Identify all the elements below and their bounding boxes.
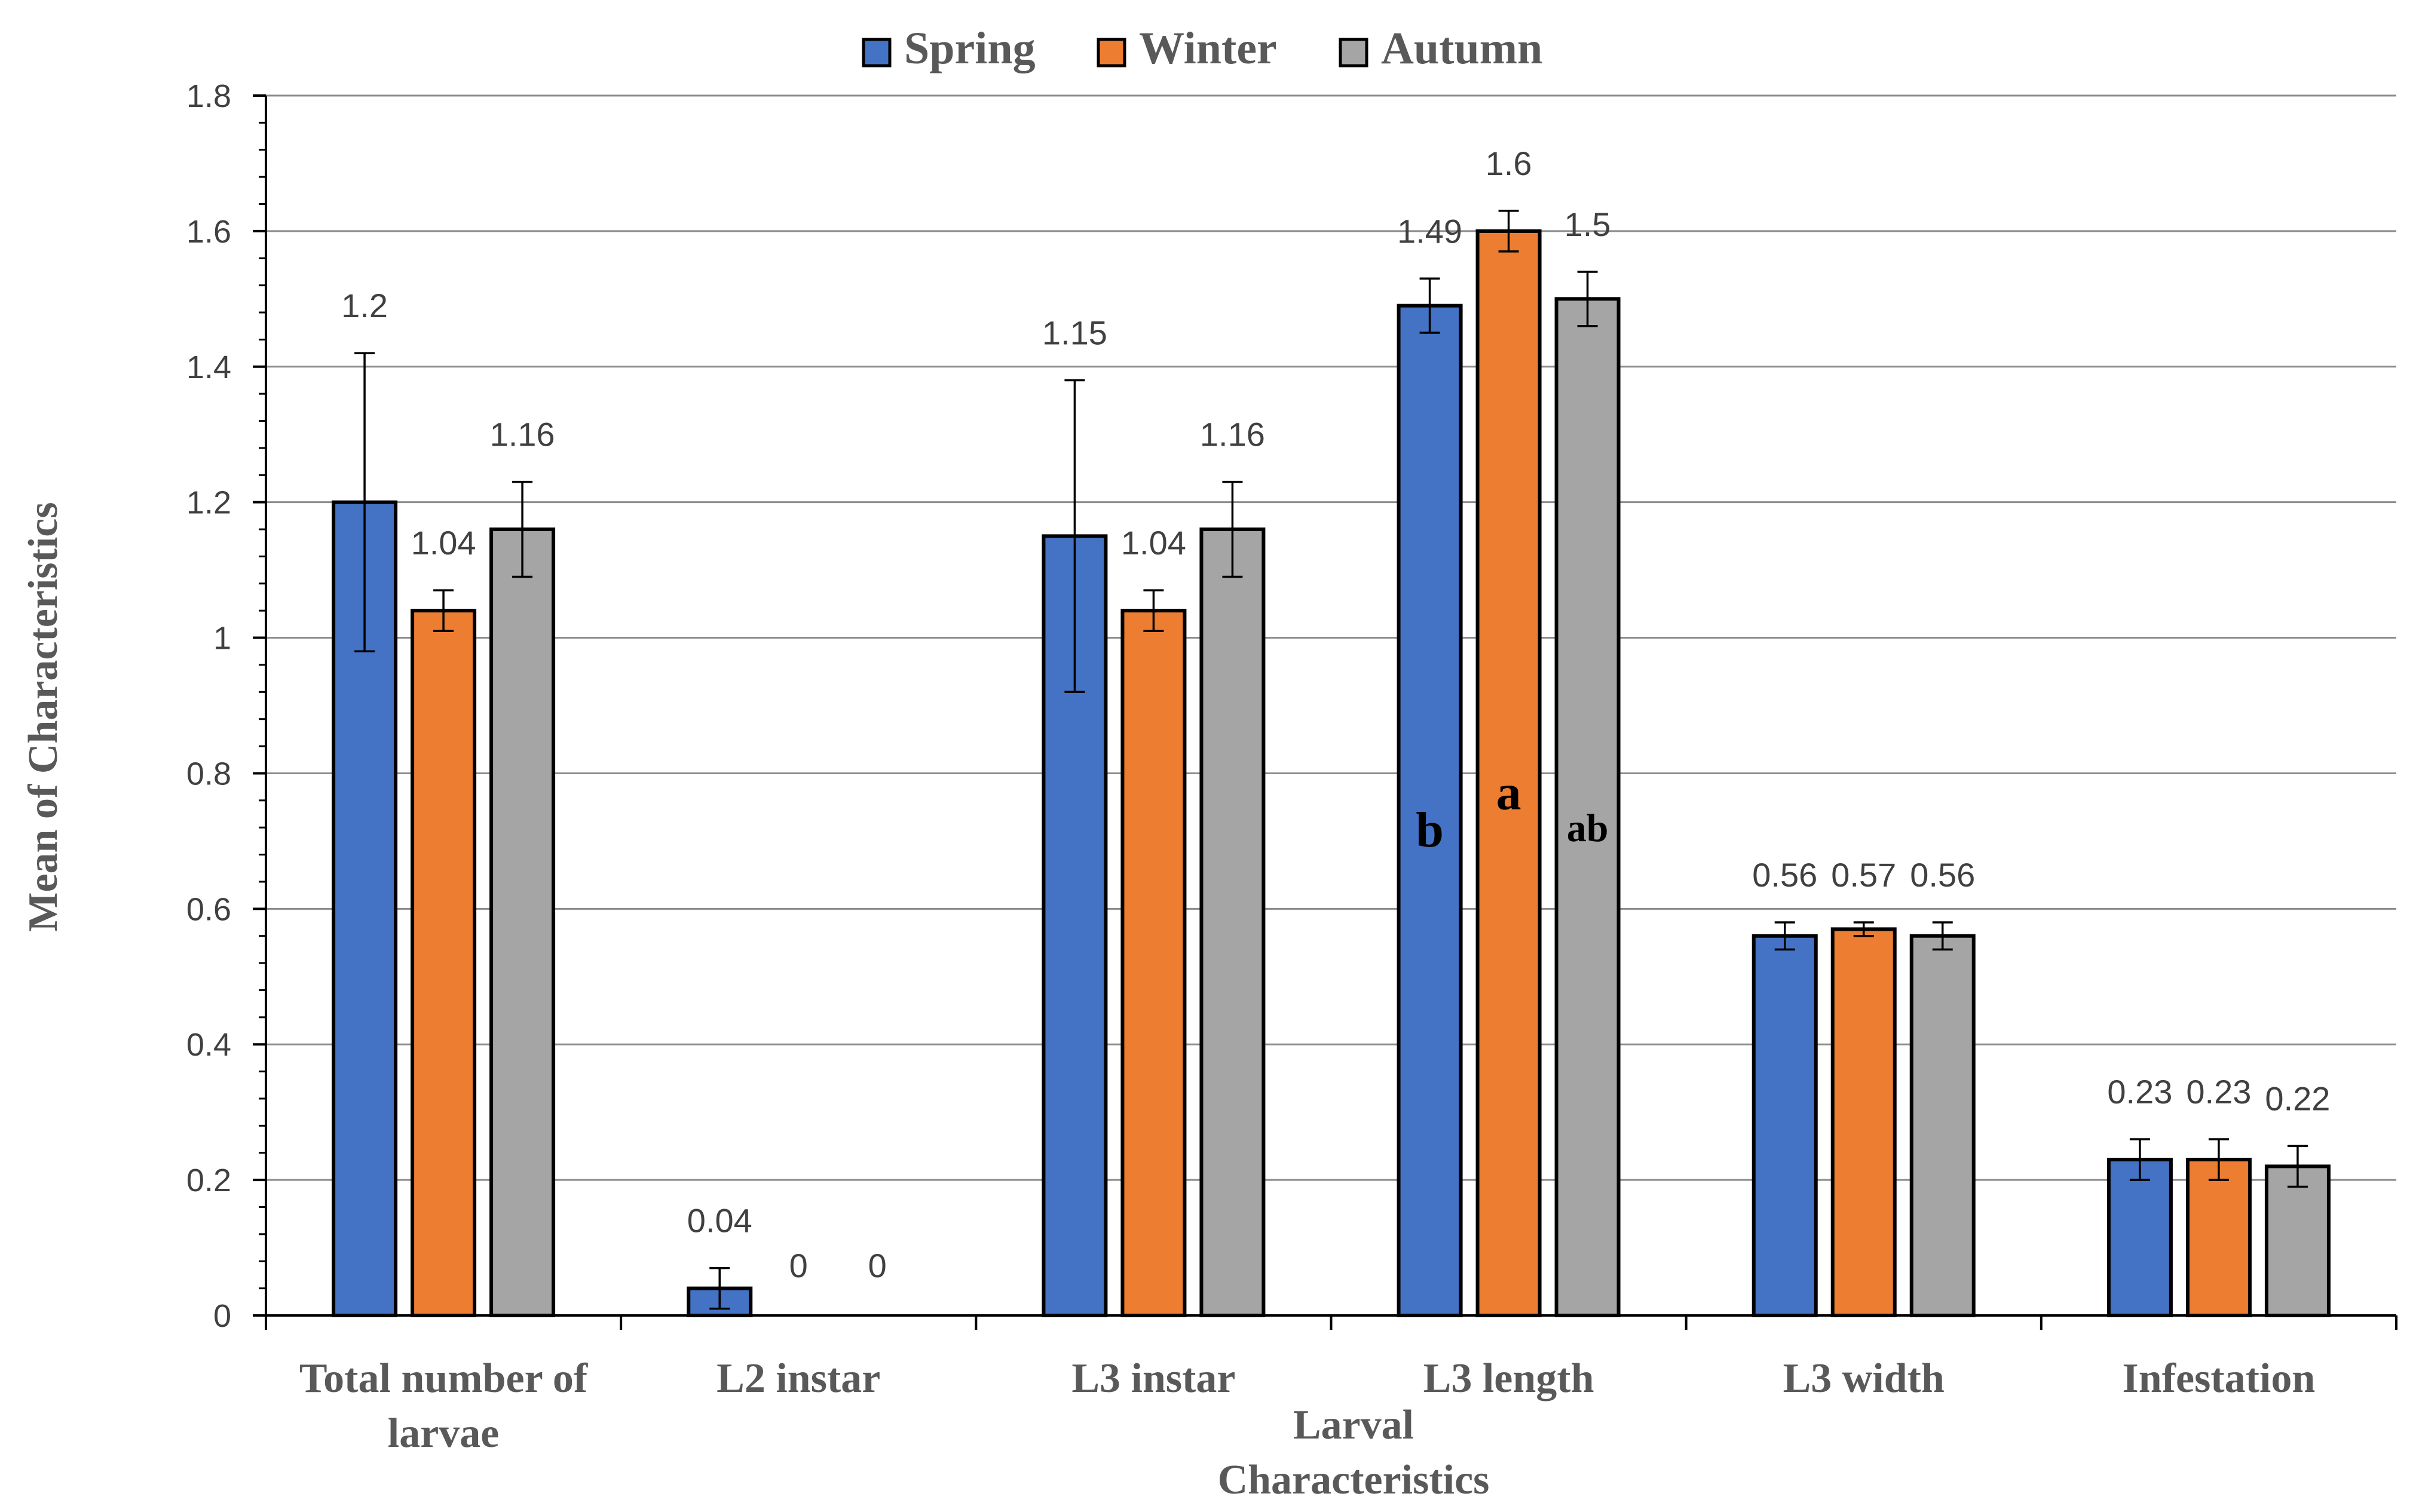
y-tick-label: 1.6: [186, 214, 231, 250]
data-label: 1.16: [490, 416, 555, 453]
legend-swatch-autumn: [1339, 38, 1368, 68]
y-tick-label: 1.8: [186, 78, 231, 114]
y-axis-title: Mean of Characteristics: [20, 502, 66, 931]
y-tick-label: 0: [213, 1298, 231, 1334]
data-label: 0.23: [2186, 1073, 2251, 1111]
data-label: 0.57: [1831, 856, 1896, 894]
data-label: 0.23: [2107, 1073, 2172, 1111]
x-tick-label: L3 instar: [1071, 1355, 1235, 1401]
data-label: 0: [868, 1247, 887, 1284]
y-tick-label: 1: [213, 621, 231, 657]
legend-swatch-spring: [862, 38, 892, 68]
bar-spring: [1752, 934, 1818, 1317]
legend-swatch-winter: [1097, 38, 1126, 68]
x-tick-label: L3 width: [1783, 1355, 1945, 1401]
bars: [332, 210, 2331, 1318]
y-tick-label: 0.8: [186, 756, 231, 792]
data-label: 1.04: [411, 524, 476, 562]
data-label: 1.04: [1121, 524, 1186, 562]
data-label: 0.56: [1752, 856, 1817, 894]
significance-letter: b: [1416, 802, 1444, 858]
y-tick-label: 1.2: [186, 485, 231, 521]
data-label: 0.04: [687, 1202, 752, 1240]
data-label: 0: [789, 1247, 808, 1284]
data-label: 1.2: [341, 287, 388, 324]
x-tick-label: L3 length: [1423, 1355, 1594, 1401]
legend: Spring Winter Autumn: [862, 23, 1542, 73]
y-tick-label: 0.6: [186, 891, 231, 927]
bar-autumn: [1554, 297, 1621, 1317]
significance-letter: a: [1496, 765, 1521, 820]
legend-label-autumn: Autumn: [1381, 23, 1542, 73]
x-axis-title: Larval Characteristics: [1218, 1402, 1490, 1503]
data-label: 0.56: [1910, 856, 1975, 894]
data-label: 1.5: [1564, 206, 1611, 243]
bar-autumn: [1199, 527, 1266, 1317]
x-tick-label: L2 instar: [716, 1355, 880, 1401]
gridlines: [266, 94, 2396, 1181]
legend-label-spring: Spring: [904, 23, 1036, 73]
bar-autumn: [1909, 934, 1976, 1317]
bar-winter: [1120, 609, 1187, 1318]
x-tick-label: Infestation: [2123, 1355, 2316, 1401]
y-tick-label: 0.2: [186, 1163, 231, 1198]
bar-spring: [2106, 1158, 2173, 1317]
bar-autumn: [2264, 1164, 2331, 1318]
axes: 0 0.2 0.4 0.6 0.8 1 1.2 1.4 1.6 1.8 Total number o…: [20, 78, 2397, 1503]
data-label: 1.15: [1042, 314, 1107, 351]
data-label: 1.16: [1200, 416, 1265, 453]
bar-winter: [1475, 229, 1542, 1317]
labels: 1.2 1.04 1.16 0.04 0 0 1.15 1.04 1.16 1.49 b 1.6 a 1.…: [341, 145, 2330, 1284]
bar-winter: [411, 609, 477, 1318]
data-label: 1.6: [1486, 145, 1532, 182]
significance-letter: ab: [1567, 806, 1609, 850]
bar-winter: [2185, 1158, 2252, 1317]
x-tick-label: Total number of larvae: [299, 1355, 588, 1456]
bar-winter: [1830, 927, 1897, 1318]
y-tick-label: 1.4: [186, 349, 231, 385]
data-label: 1.49: [1397, 212, 1462, 250]
bar-autumn: [489, 527, 556, 1317]
data-label: 0.22: [2265, 1079, 2330, 1117]
y-tick-label: 0.4: [186, 1027, 231, 1063]
legend-label-winter: Winter: [1139, 23, 1277, 73]
